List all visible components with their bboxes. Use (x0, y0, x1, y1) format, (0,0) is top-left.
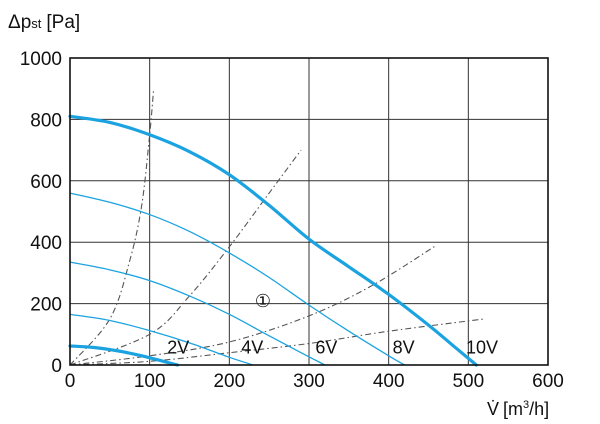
x-axis-label: V̇ [m3/h] (487, 399, 549, 419)
x-tick-labels: 0 100 200 300 400 500 600 (65, 371, 564, 392)
curve-labels: 2V 4V 6V 8V 10V (167, 337, 498, 357)
system-curve-2 (69, 149, 302, 366)
system-curve-1 (69, 88, 155, 366)
x-tick-label: 200 (213, 371, 245, 392)
curve-label-10v: 10V (466, 337, 498, 357)
curve-label-8v: 8V (393, 337, 415, 357)
grid-lines (70, 58, 548, 365)
x-tick-label: 600 (532, 371, 564, 392)
system-curve-4 (69, 318, 485, 366)
curve-label-6v: 6V (315, 337, 337, 357)
x-axis-symbol: V̇ (487, 399, 499, 419)
y-axis-subscript: st (31, 16, 42, 31)
fan-curves (68, 114, 478, 367)
fan-curve-2v (68, 344, 180, 367)
y-tick-label: 200 (30, 295, 62, 316)
y-axis-symbol: Δp (8, 12, 31, 33)
x-tick-label: 400 (373, 371, 405, 392)
fan-curve-10v (68, 114, 478, 367)
x-tick-label: 300 (293, 371, 325, 392)
system-curve-3 (69, 244, 437, 366)
system-curves (69, 88, 485, 366)
y-tick-label: 0 (51, 356, 62, 377)
x-axis-unit-post: /h] (529, 399, 549, 419)
y-axis-label: Δpst [Pa] (8, 12, 80, 33)
curve-annotation-marker: ① (255, 291, 271, 311)
y-tick-labels: 0 200 400 600 800 1000 (20, 49, 62, 377)
y-tick-label: 800 (30, 110, 62, 131)
y-tick-label: 1000 (20, 49, 62, 70)
y-axis-unit: [Pa] (46, 12, 80, 33)
curve-label-2v: 2V (167, 337, 189, 357)
fan-curve-6v (69, 261, 326, 366)
fan-curve-8v (69, 192, 406, 366)
curve-label-4v: 4V (241, 337, 263, 357)
x-tick-label: 100 (134, 371, 166, 392)
plot-frame (69, 57, 549, 366)
x-axis-unit-pre: [m (503, 399, 523, 419)
x-axis-unit-sup: 3 (523, 399, 529, 411)
fan-curve-4v (69, 313, 254, 366)
y-tick-label: 400 (30, 233, 62, 254)
x-tick-label: 0 (65, 371, 76, 392)
x-tick-label: 500 (452, 371, 484, 392)
y-tick-label: 600 (30, 172, 62, 193)
